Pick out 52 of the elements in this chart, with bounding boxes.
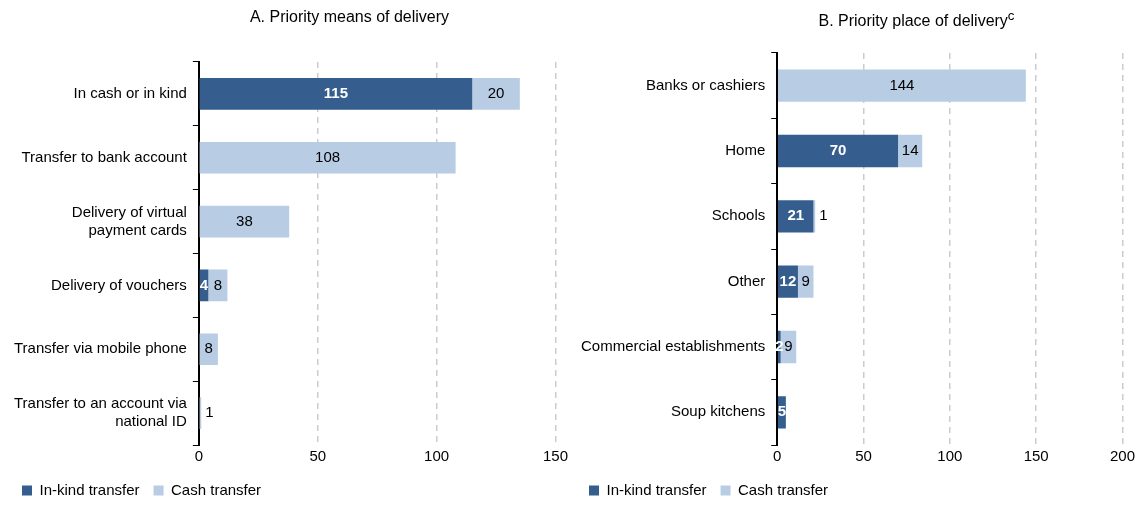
x-tick-label: 150 — [542, 447, 568, 465]
x-tick-label: 50 — [855, 447, 872, 465]
y-tick-label: Delivery of vouchers — [50, 275, 187, 293]
y-tick-label: Schools — [711, 206, 766, 224]
data-label: 9 — [801, 271, 810, 289]
bar — [777, 200, 814, 233]
x-tick-label: 200 — [1109, 447, 1135, 465]
y-tick-label: Transfer via mobile phone — [13, 339, 187, 357]
data-label: 21 — [787, 206, 805, 224]
data-label: 1 — [819, 206, 828, 224]
legend-label: In-kind transfer — [39, 480, 140, 498]
data-label: 20 — [487, 84, 505, 102]
data-label: 108 — [315, 147, 341, 165]
data-label: 9 — [784, 337, 793, 355]
y-tick-label: Banks or cashiers — [646, 75, 766, 93]
x-tick-label: 150 — [1023, 447, 1049, 465]
data-label: 4 — [199, 275, 209, 293]
y-tick-label: Soup kitchens — [670, 402, 766, 420]
data-label: 38 — [236, 211, 253, 229]
x-tick-label: 50 — [309, 447, 327, 465]
data-label: 1 — [205, 403, 214, 421]
data-label: 115 — [323, 84, 349, 102]
y-tick-label: Transfer to an account via national ID — [13, 394, 188, 430]
y-tick-label: Commercial establishments — [580, 337, 766, 355]
legend-label: Cash transfer — [738, 480, 829, 498]
data-label: 12 — [779, 271, 797, 289]
data-label: 2 — [775, 337, 784, 355]
legend-label: Cash transfer — [171, 480, 262, 498]
y-tick-label: In cash or in kind — [73, 84, 187, 102]
x-tick-label: 0 — [194, 447, 204, 465]
y-tick-label: Other — [727, 271, 766, 289]
y-tick-label: Home — [725, 141, 766, 159]
legend-label: In-kind transfer — [606, 480, 707, 498]
bar — [199, 78, 473, 110]
bar — [199, 205, 290, 238]
bar — [199, 141, 456, 174]
bar — [777, 69, 1026, 102]
data-label: 144 — [889, 75, 915, 93]
bar — [472, 78, 520, 110]
data-label: 5 — [777, 402, 787, 420]
x-tick-label: 100 — [424, 447, 450, 465]
y-tick-label: Delivery of virtual payment cards — [71, 202, 187, 238]
bar — [777, 134, 899, 168]
chart-title: A. Priority means of delivery — [248, 8, 451, 27]
data-label: 8 — [204, 339, 213, 357]
chart-title: B. Priority place of delivery$^{c}$ — [817, 8, 1016, 32]
y-tick-label: Transfer to bank account — [21, 147, 188, 165]
x-tick-label: 100 — [937, 447, 963, 465]
data-label: 8 — [213, 275, 223, 293]
data-label: 14 — [901, 141, 919, 159]
x-tick-label: 0 — [773, 447, 782, 465]
data-label: 70 — [829, 141, 847, 159]
